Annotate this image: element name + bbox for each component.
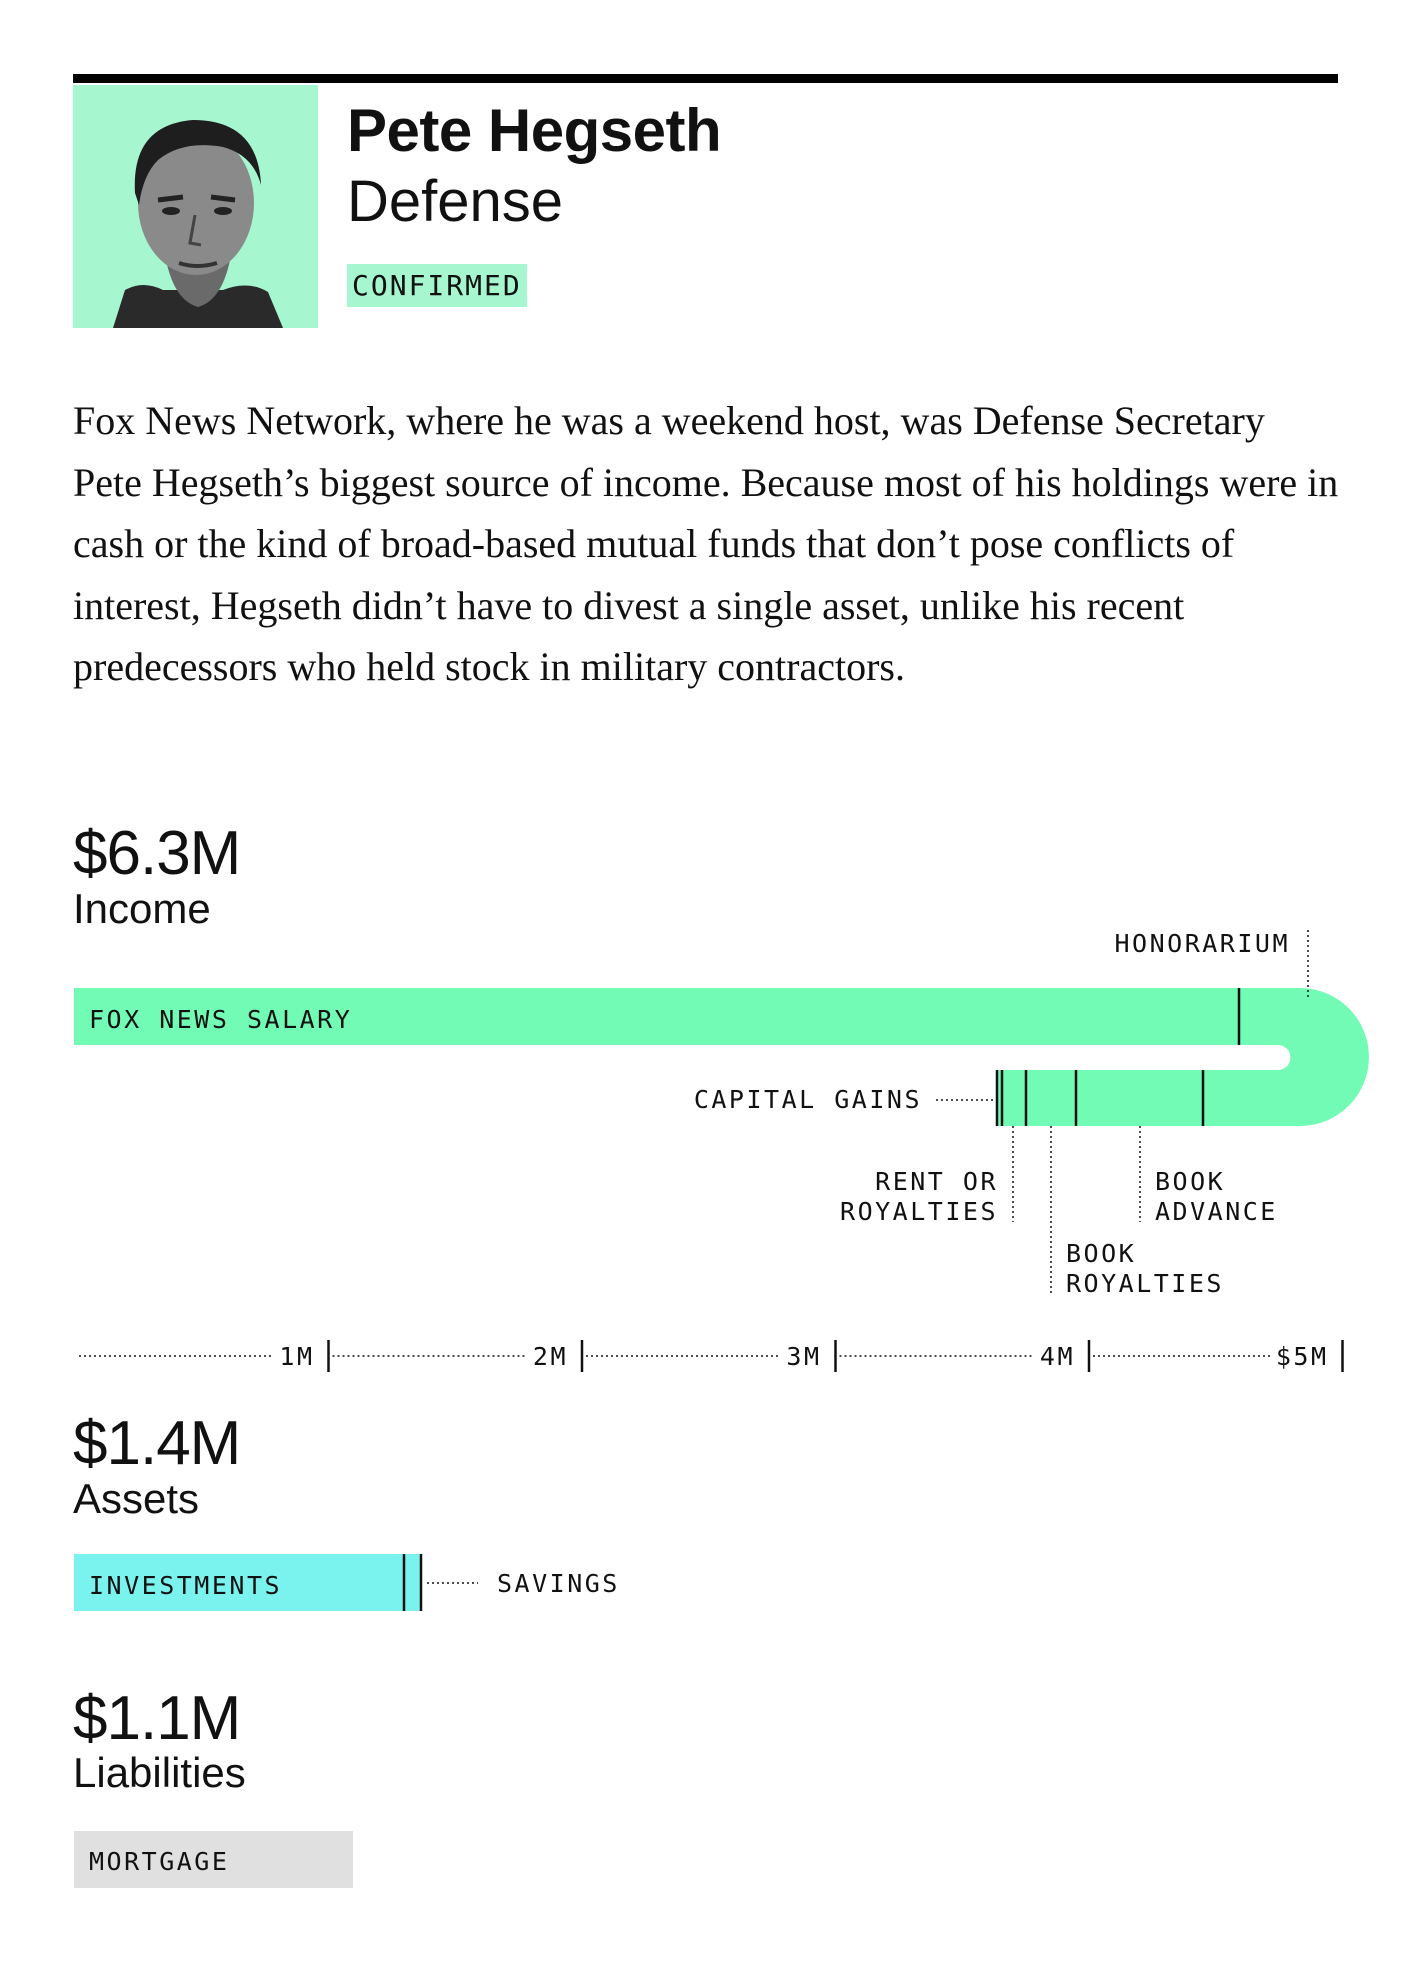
assets-bar-investments <box>74 1554 422 1611</box>
liabilities-total: $1.1M <box>73 1684 241 1753</box>
income-bar-fox-news-salary <box>74 988 1245 1045</box>
axis-tick-label: 1M <box>279 1342 314 1371</box>
status-badge: CONFIRMED <box>347 264 527 307</box>
top-rule <box>73 74 1338 83</box>
axis-tick-label: 2M <box>533 1342 568 1371</box>
x-axis: 1M 2M 3M 4M $5M <box>79 1340 1344 1372</box>
axis-tick-label: 3M <box>786 1342 821 1371</box>
label-book-advance-line1: BOOK <box>1155 1167 1225 1196</box>
label-fox-news-salary: FOX NEWS SALARY <box>89 1005 352 1034</box>
label-investments: INVESTMENTS <box>89 1571 282 1600</box>
liabilities-bar-mortgage <box>74 1831 353 1888</box>
department: Defense <box>347 169 564 234</box>
portrait-illustration <box>113 120 283 328</box>
label-savings: SAVINGS <box>497 1569 620 1598</box>
assets-label: Assets <box>73 1475 200 1522</box>
label-capital-gains: CAPITAL GAINS <box>694 1085 922 1114</box>
label-book-advance-line2: ADVANCE <box>1155 1197 1278 1226</box>
income-label: Income <box>73 885 211 932</box>
income-total: $6.3M <box>73 819 241 888</box>
liabilities-label: Liabilities <box>73 1749 246 1796</box>
label-mortgage: MORTGAGE <box>89 1847 229 1876</box>
portrait-photo <box>73 85 318 328</box>
person-name: Pete Hegseth <box>347 97 722 164</box>
summary-paragraph: Fox News Network, where he was a weekend… <box>73 398 1339 689</box>
axis-tick-label: 4M <box>1040 1342 1075 1371</box>
label-honorarium: HONORARIUM <box>1114 929 1290 958</box>
label-book-royalties-line2: ROYALTIES <box>1066 1269 1224 1298</box>
axis-tick-label: $5M <box>1276 1342 1329 1371</box>
income-bar-lower-row <box>997 1070 1245 1126</box>
label-book-royalties-line1: BOOK <box>1066 1239 1136 1268</box>
label-rent-line2: ROYALTIES <box>840 1197 998 1226</box>
label-rent-line1: RENT OR <box>875 1167 998 1196</box>
assets-total: $1.4M <box>73 1409 241 1478</box>
income-bar-wrap-around <box>1245 988 1369 1126</box>
